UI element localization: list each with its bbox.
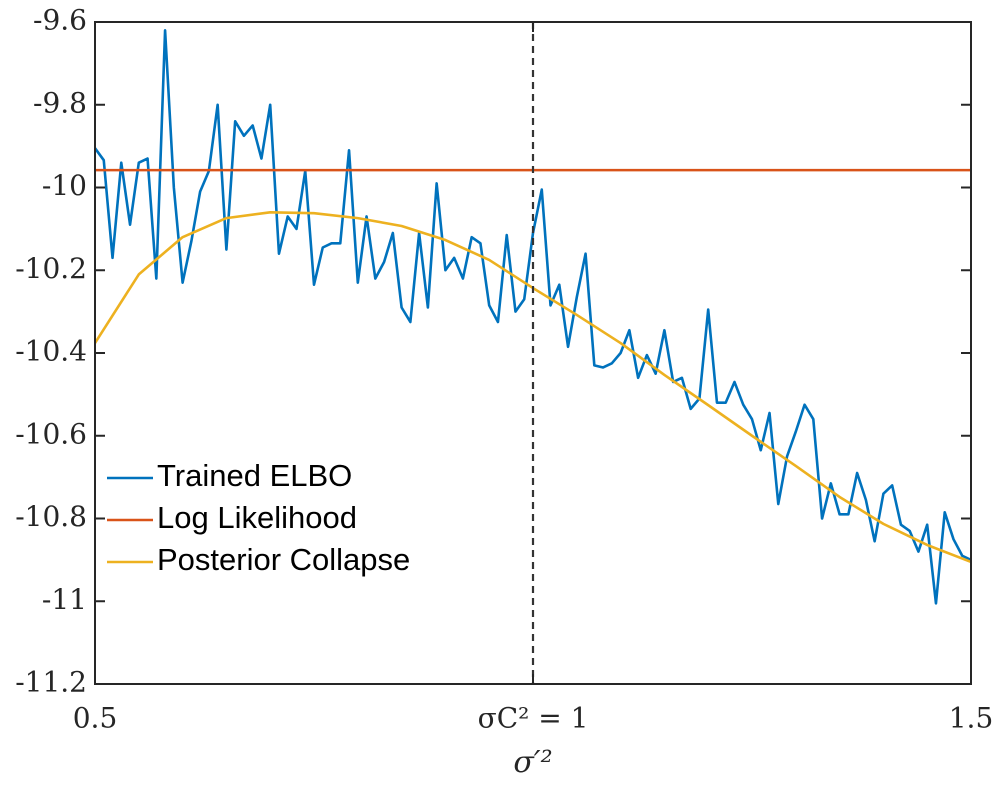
legend-label: Posterior Collapse: [157, 542, 410, 577]
x-tick-label: 0.5: [73, 702, 118, 735]
x-tick-label: σC² = 1: [478, 702, 589, 735]
x-axis-label: σ′²: [513, 745, 552, 780]
legend-label: Log Likelihood: [157, 500, 357, 535]
y-tick-label: -10.2: [15, 252, 87, 285]
y-tick-label: -10.6: [15, 417, 87, 450]
y-tick-label: -10.8: [15, 500, 87, 533]
series-line: [93, 28, 972, 605]
y-tick-label: -11: [42, 583, 87, 616]
y-tick-label: -9.8: [33, 86, 87, 119]
y-tick-label: -9.6: [33, 4, 87, 37]
y-tick-label: -10.4: [15, 335, 87, 368]
y-tick-label: -10: [42, 169, 87, 202]
x-tick-label: 1.5: [949, 702, 994, 735]
legend-label: Trained ELBO: [157, 458, 352, 493]
y-tick-label: -11.2: [15, 666, 87, 699]
